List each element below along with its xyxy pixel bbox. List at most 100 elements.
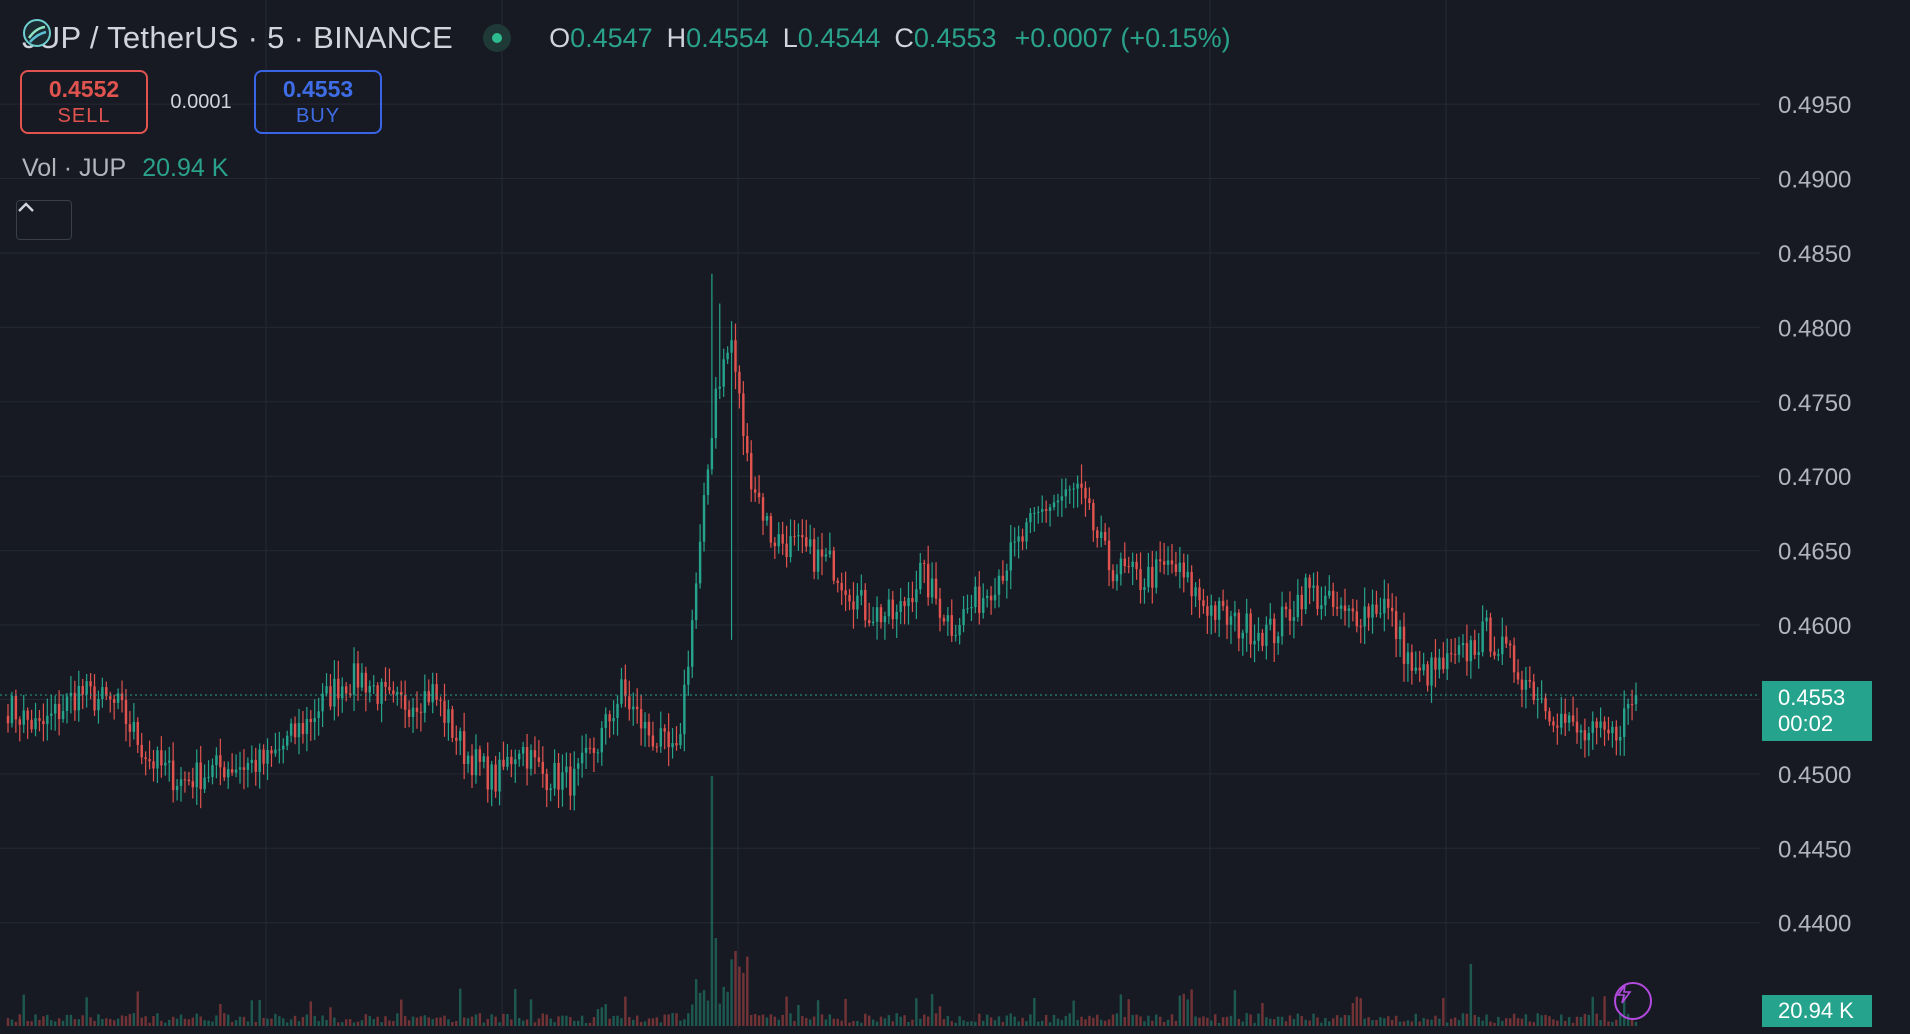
collapse-legend-button[interactable] [16,200,72,240]
volume-bar [1233,990,1237,1026]
volume-bar [1288,1015,1292,1026]
volume-bar [46,1014,49,1026]
candle-body [801,535,804,538]
volume-bar [639,1022,643,1026]
lightning-glyph [1616,984,1632,1004]
volume-bar [537,1018,541,1026]
volume-bar [1206,1017,1209,1026]
candle-body [246,762,250,770]
volume-bar [478,1013,482,1026]
lightning-icon[interactable] [1614,982,1652,1020]
candle-body [1567,715,1571,723]
volume-bar [321,1015,324,1026]
volume-bar [718,1003,721,1026]
candle-body [970,607,973,609]
candle-body [1457,645,1461,655]
volume-bar [1418,1021,1421,1026]
candle-body [812,539,816,572]
candle-body [293,723,297,738]
volume-bar [761,1014,765,1026]
candle-body [1080,483,1083,488]
candle-body [879,607,883,623]
candle-body [1261,632,1264,646]
volume-bar [663,1014,666,1026]
volume-bar [714,938,718,1026]
volume-bar [624,996,627,1026]
candle-body [1292,617,1296,621]
candle-body [1033,512,1036,514]
candle-body [344,686,348,694]
volume-bar [486,1018,489,1026]
candle-body [305,718,309,734]
volume-bar [521,1020,525,1026]
market-open-dot-icon [483,24,512,52]
volume-bar [1068,1013,1071,1026]
candle-body [85,681,88,695]
candle-body [647,721,651,736]
volume-bar [1033,997,1036,1026]
volume-bar [1249,1014,1252,1026]
volume-bar [887,1015,891,1026]
volume-bar [734,951,737,1026]
volume-bar [612,1015,615,1026]
candle-body [529,750,533,769]
volume-bar [384,1016,387,1026]
volume-legend[interactable]: Vol · JUP 20.94 K [22,154,228,183]
volume-bar [1056,1018,1060,1026]
volume-bar [1485,1014,1488,1026]
buy-button[interactable]: 0.4553 BUY [254,70,382,134]
volume-bar [301,1017,305,1026]
volume-bar [443,1015,446,1026]
candle-body [1253,640,1256,645]
symbol-title[interactable]: JUP / TetherUS · 5 · BINANCE [22,20,454,55]
candle-body [317,711,320,719]
volume-bar [470,1016,474,1026]
sell-button[interactable]: 0.4552 SELL [20,70,148,134]
candle-body [895,611,898,620]
volume-bar [1579,1017,1583,1026]
volume-bar [14,1021,18,1026]
candle-body [274,749,277,754]
volume-bar [647,1018,651,1026]
close-label: C [894,22,914,53]
candle-body [160,750,163,766]
candle-body [1615,726,1618,741]
y-axis-tick-label: 0.4700 [1778,464,1851,491]
volume-bar [1438,1018,1441,1026]
candle-body [1497,654,1500,656]
volume-bar [545,1014,548,1026]
volume-bar [1182,993,1185,1026]
candle-body [757,492,761,498]
volume-bar [1276,1016,1280,1026]
volume-bar [85,997,88,1026]
candle-body [714,388,718,439]
volume-bar [1284,1021,1288,1026]
candle-body [1312,585,1315,588]
buy-label: BUY [295,105,341,127]
volume-bar [1587,1014,1591,1026]
volume-bar [812,1016,816,1026]
volume-bar [801,1016,804,1026]
volume-bar [1355,996,1359,1026]
volume-bar [982,1020,985,1026]
candle-body [588,747,592,749]
volume-bar [1434,1015,1437,1026]
candle-body [506,756,509,767]
candle-body [1442,657,1445,670]
y-axis-tick-label: 0.4950 [1778,92,1851,119]
volume-bar [1595,1013,1598,1026]
candle-body [710,438,714,470]
candle-body [663,728,666,732]
candle-body [1296,594,1300,618]
volume-bar [517,1017,521,1026]
volume-bar [270,1018,273,1026]
candle-body [226,769,230,778]
candle-body [860,589,863,596]
candle-body [466,755,470,765]
candle-body [1414,667,1418,671]
candle-body [278,749,281,751]
candle-body [1536,698,1539,701]
candle-body [777,534,780,547]
